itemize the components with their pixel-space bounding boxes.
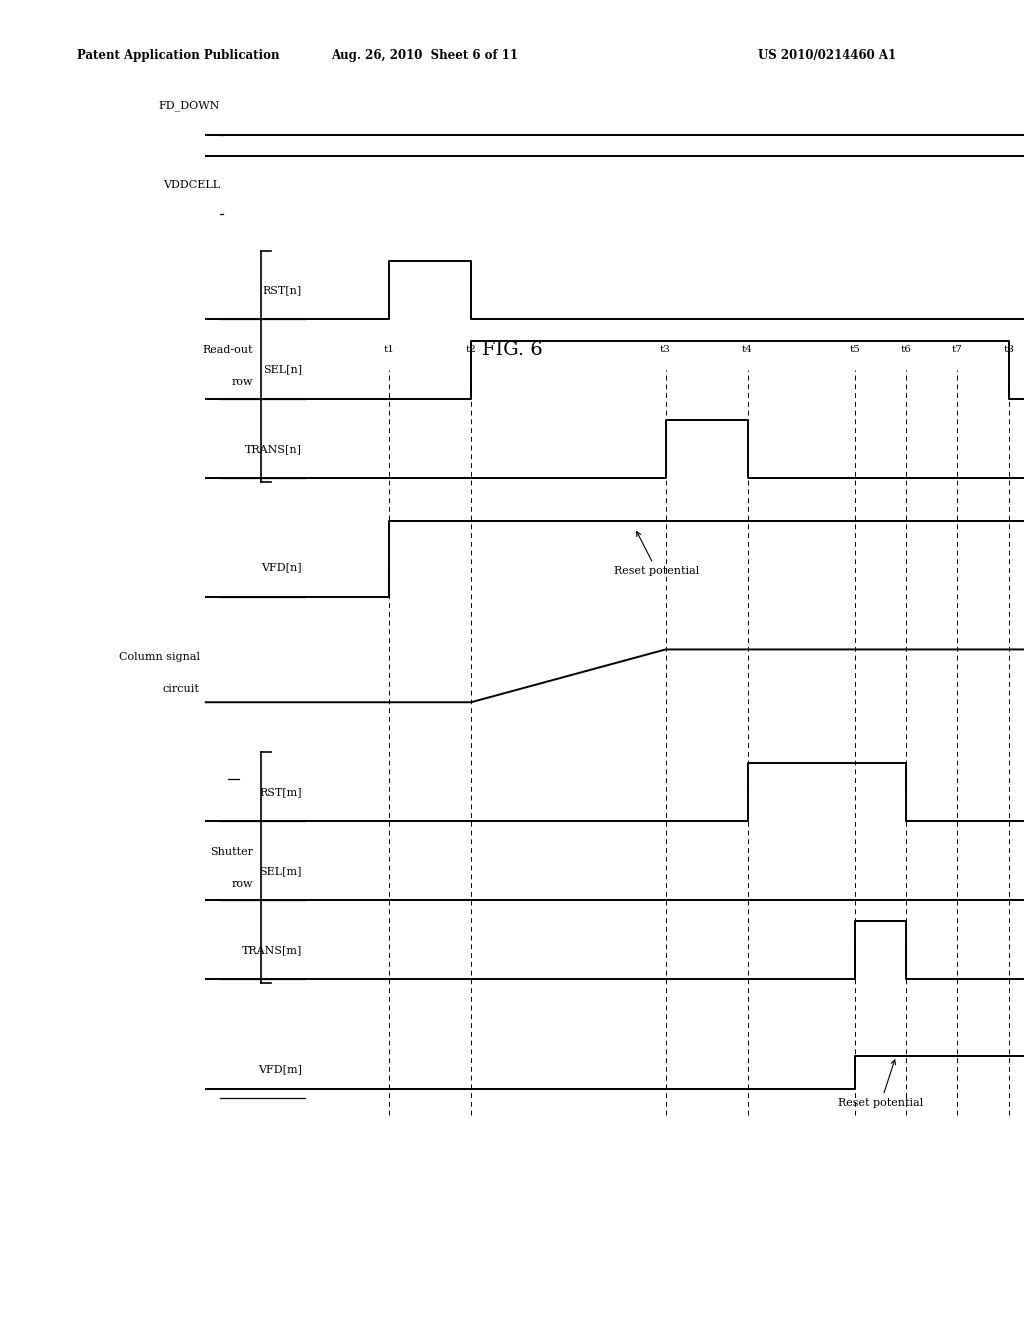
- Text: t7: t7: [952, 345, 963, 354]
- Text: Reset potential: Reset potential: [614, 532, 699, 577]
- Text: TRANS[m]: TRANS[m]: [242, 945, 302, 956]
- Text: TRANS[n]: TRANS[n]: [245, 444, 302, 454]
- Text: VFD[n]: VFD[n]: [261, 562, 302, 573]
- Text: Reset potential: Reset potential: [838, 1060, 924, 1109]
- Text: Patent Application Publication: Patent Application Publication: [77, 49, 280, 62]
- Text: FD_DOWN: FD_DOWN: [159, 100, 220, 111]
- Text: FIG. 6: FIG. 6: [481, 341, 543, 359]
- Text: RST[m]: RST[m]: [259, 787, 302, 797]
- Text: t2: t2: [466, 345, 476, 354]
- Text: Aug. 26, 2010  Sheet 6 of 11: Aug. 26, 2010 Sheet 6 of 11: [332, 49, 518, 62]
- Text: RST[n]: RST[n]: [263, 285, 302, 296]
- Text: SEL[m]: SEL[m]: [259, 866, 302, 876]
- Text: SEL[n]: SEL[n]: [263, 364, 302, 375]
- Text: row: row: [231, 378, 253, 387]
- Text: row: row: [231, 879, 253, 888]
- Text: Column signal: Column signal: [119, 652, 200, 663]
- Text: t5: t5: [850, 345, 860, 354]
- Text: US 2010/0214460 A1: US 2010/0214460 A1: [758, 49, 896, 62]
- Text: circuit: circuit: [163, 684, 200, 694]
- Text: t1: t1: [384, 345, 394, 354]
- Text: Shutter: Shutter: [210, 847, 253, 857]
- Text: VFD[m]: VFD[m]: [258, 1064, 302, 1074]
- Text: t8: t8: [1004, 345, 1014, 354]
- Text: t6: t6: [901, 345, 911, 354]
- Text: t4: t4: [742, 345, 753, 354]
- Text: VDDCELL: VDDCELL: [163, 180, 220, 190]
- Text: t3: t3: [660, 345, 671, 354]
- Text: Read-out: Read-out: [203, 346, 253, 355]
